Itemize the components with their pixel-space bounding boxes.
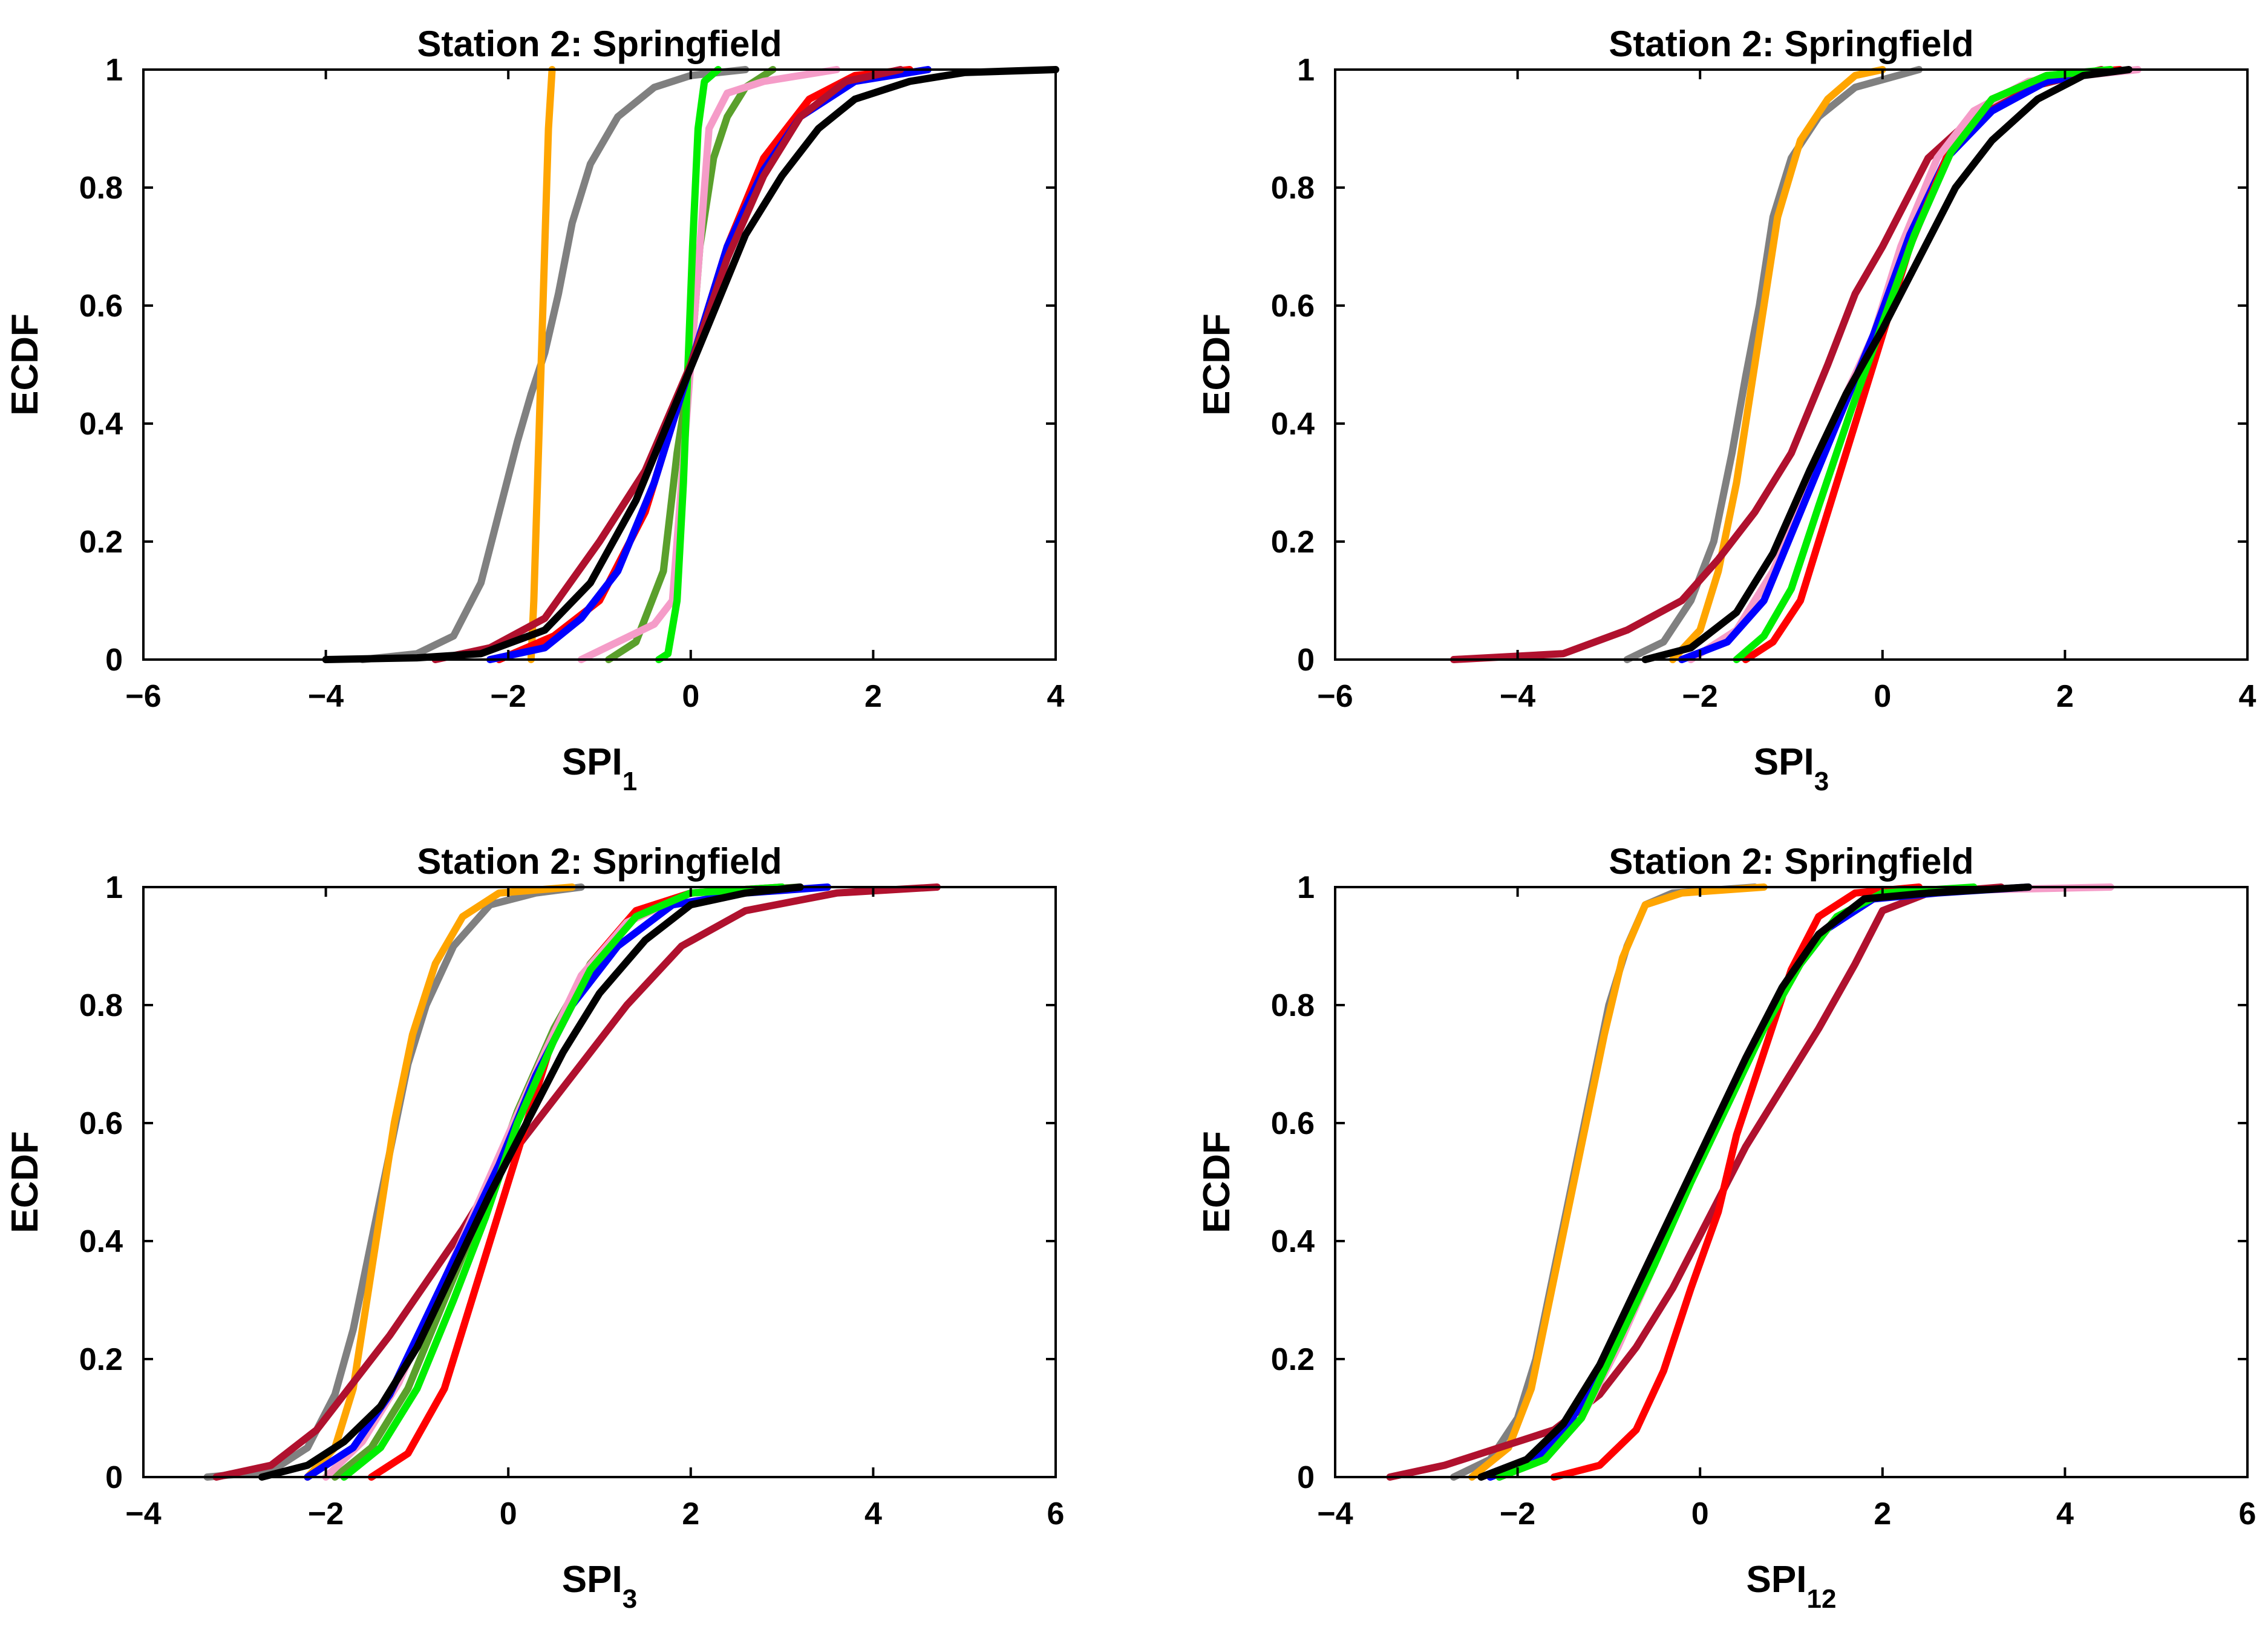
series-line-red <box>1550 883 1923 1481</box>
x-tick-label: 4 <box>864 1496 882 1532</box>
x-tick-label: −2 <box>1682 679 1718 714</box>
series-line-gray <box>1623 66 1923 663</box>
plot-frame <box>1334 886 2249 1478</box>
y-axis-label: ECDF <box>4 1131 46 1233</box>
x-tick-label: 2 <box>682 1496 699 1532</box>
y-tick-label: 0.8 <box>1271 171 1315 206</box>
x-tick-label: 4 <box>2239 679 2257 714</box>
x-axis-label-main: SPI <box>1754 741 1814 783</box>
y-tick-label: 0.8 <box>79 988 123 1023</box>
chart-title: Station 2: Springfield <box>1609 841 1973 882</box>
chart-panel-4: −4 −2 0 2 4 6 0 0.2 0.4 0.6 0.8 1 Station 2: Springf… <box>1196 841 2256 1614</box>
y-tick-label: 0.2 <box>1271 1342 1315 1377</box>
y-tick-label: 1 <box>105 53 123 88</box>
y-tick-label: 0.6 <box>79 1106 123 1141</box>
x-axis-label: SPI12 <box>1747 1559 1837 1614</box>
y-tick-label: 0.8 <box>1271 988 1315 1023</box>
series-group <box>1450 66 2142 663</box>
series-line-crimson <box>212 883 941 1481</box>
series-line-orange <box>527 66 556 663</box>
series-line-crimson <box>1386 883 2005 1481</box>
x-axis-label: SPI3 <box>1754 741 1829 796</box>
chart-panel-2: −6 −4 −2 0 2 4 0 0.2 0.4 0.6 0.8 1 Station 2: Spring… <box>1196 24 2257 796</box>
y-tick-label: 0 <box>1297 1460 1315 1495</box>
y-tick-label: 0 <box>1297 643 1315 678</box>
x-tick-label: −2 <box>1500 1496 1535 1532</box>
x-tick-label: −4 <box>308 679 344 714</box>
series-line-orange <box>304 883 576 1481</box>
chart-panel-1: −6 −4 −2 0 2 4 0 0.2 0.4 0.6 0.8 1 Station 2: Spring… <box>4 24 1065 796</box>
y-tick-label: 1 <box>1297 53 1315 88</box>
y-tick-label: 0.2 <box>79 1342 123 1377</box>
series-line-olive <box>331 883 804 1481</box>
series-group <box>322 66 1059 663</box>
x-tick-label: 0 <box>682 679 699 714</box>
y-tick-label: 0.2 <box>79 525 123 560</box>
y-tick-label: 0.6 <box>1271 1106 1315 1141</box>
y-axis-label: ECDF <box>1196 313 1238 416</box>
series-line-crimson <box>431 66 904 663</box>
y-axis-label: ECDF <box>4 313 46 416</box>
series-line-lime <box>340 883 786 1481</box>
series-line-black <box>322 66 1059 663</box>
x-axis-label: SPI1 <box>562 741 637 796</box>
plot-frame <box>1334 68 2249 661</box>
y-tick-label: 0 <box>105 1460 123 1495</box>
y-tick-label: 1 <box>105 870 123 905</box>
x-tick-label: 4 <box>1047 679 1065 714</box>
x-tick-label: 0 <box>1691 1496 1709 1532</box>
series-line-black <box>258 883 804 1481</box>
y-tick-label: 0.8 <box>79 171 123 206</box>
x-tick-label: −4 <box>1317 1496 1353 1532</box>
series-line-orange <box>1669 66 1886 663</box>
y-tick-label: 0.4 <box>79 407 123 442</box>
x-tick-label: −6 <box>125 679 161 714</box>
series-line-black <box>1641 66 2132 663</box>
y-tick-label: 1 <box>1297 870 1315 905</box>
y-tick-label: 0.4 <box>79 1224 123 1259</box>
x-tick-label: −4 <box>1500 679 1535 714</box>
x-axis-label-main: SPI <box>1747 1559 1807 1601</box>
x-tick-label: −2 <box>491 679 526 714</box>
y-tick-label: 0 <box>105 643 123 678</box>
x-tick-label: 6 <box>1047 1496 1065 1532</box>
plot-frame <box>142 886 1057 1478</box>
x-axis-label-subscript: 1 <box>623 767 637 796</box>
x-tick-label: −4 <box>125 1496 161 1532</box>
chart-panel-3: −4 −2 0 2 4 6 0 0.2 0.4 0.6 0.8 1 Station 2: Springf… <box>4 841 1064 1614</box>
series-line-black <box>1477 883 2033 1481</box>
x-tick-label: 4 <box>2056 1496 2074 1532</box>
x-tick-label: 2 <box>2056 679 2074 714</box>
x-tick-label: 0 <box>1874 679 1891 714</box>
x-tick-label: −6 <box>1317 679 1353 714</box>
plot-frame <box>142 68 1057 661</box>
series-line-blue <box>1678 66 2123 663</box>
y-tick-label: 0.4 <box>1271 1224 1315 1259</box>
x-tick-label: 0 <box>500 1496 517 1532</box>
x-axis-label-subscript: 12 <box>1806 1584 1836 1614</box>
y-tick-label: 0.2 <box>1271 525 1315 560</box>
x-axis-label: SPI3 <box>562 1559 637 1614</box>
series-group <box>203 883 941 1481</box>
x-axis-label-subscript: 3 <box>623 1584 637 1614</box>
x-tick-label: 2 <box>864 679 882 714</box>
x-tick-label: −2 <box>308 1496 344 1532</box>
series-group <box>1386 883 2114 1481</box>
y-axis-label: ECDF <box>1196 1131 1238 1233</box>
y-tick-label: 0.4 <box>1271 407 1315 442</box>
y-tick-label: 0.6 <box>1271 289 1315 324</box>
x-tick-label: 2 <box>1874 1496 1891 1532</box>
x-axis-label-main: SPI <box>562 1559 623 1601</box>
chart-title: Station 2: Springfield <box>417 24 782 64</box>
x-axis-label-subscript: 3 <box>1814 767 1829 796</box>
x-axis-label-main: SPI <box>562 741 623 783</box>
x-tick-label: 6 <box>2239 1496 2257 1532</box>
y-tick-label: 0.6 <box>79 289 123 324</box>
series-line-orange <box>1468 883 1768 1481</box>
chart-title: Station 2: Springfield <box>1609 24 1973 64</box>
chart-title: Station 2: Springfield <box>417 841 782 882</box>
